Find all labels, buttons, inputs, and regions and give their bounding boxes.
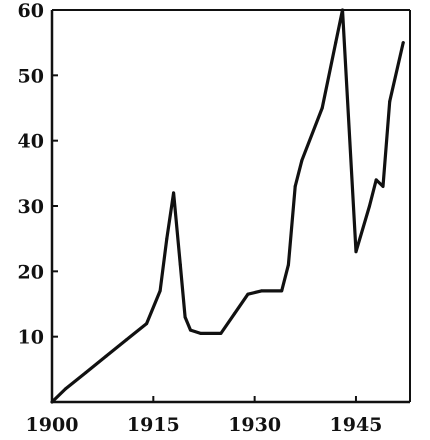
x-tick-label: 1945	[330, 414, 383, 436]
data-point	[50, 400, 54, 404]
data-point	[199, 331, 203, 335]
data-point	[84, 371, 88, 375]
data-point	[280, 289, 284, 293]
y-tick-label: 60	[18, 0, 44, 22]
data-point	[286, 263, 290, 267]
data-point	[320, 106, 324, 110]
data-point	[188, 328, 192, 332]
data-point	[178, 263, 182, 267]
data-point	[334, 41, 338, 45]
x-tick-label: 1915	[127, 414, 180, 436]
plot-frame	[50, 9, 411, 404]
data-point	[401, 41, 405, 45]
data-point	[219, 331, 223, 335]
data-point	[64, 387, 68, 391]
y-tick-label: 20	[18, 261, 44, 283]
data-point	[374, 178, 378, 182]
data-point	[183, 315, 187, 319]
data-point	[340, 8, 344, 12]
data-point	[381, 184, 385, 188]
data-point	[354, 250, 358, 254]
y-tick-label: 10	[18, 327, 44, 349]
data-point	[259, 289, 263, 293]
data-point	[145, 322, 149, 326]
data-point	[367, 204, 371, 208]
x-tick-label: 1930	[228, 414, 281, 436]
data-point	[300, 158, 304, 162]
data-point	[104, 354, 108, 358]
data-point	[165, 237, 169, 241]
data-point	[158, 289, 162, 293]
x-tick-label: 1900	[26, 414, 79, 436]
data-point	[124, 338, 128, 342]
y-tick-label: 40	[18, 131, 44, 153]
data-point	[246, 292, 250, 296]
x-axis-ticks: 1900 1915 1930 1945	[26, 396, 383, 436]
data-points	[50, 8, 405, 404]
data-point	[293, 184, 297, 188]
data-point	[232, 312, 236, 316]
y-tick-label: 50	[18, 65, 44, 87]
y-tick-label: 30	[18, 196, 44, 218]
y-axis-ticks: 10 20 30 40 50 60	[18, 0, 58, 349]
data-point	[172, 191, 176, 195]
data-series-line	[50, 8, 405, 404]
data-point	[388, 99, 392, 103]
